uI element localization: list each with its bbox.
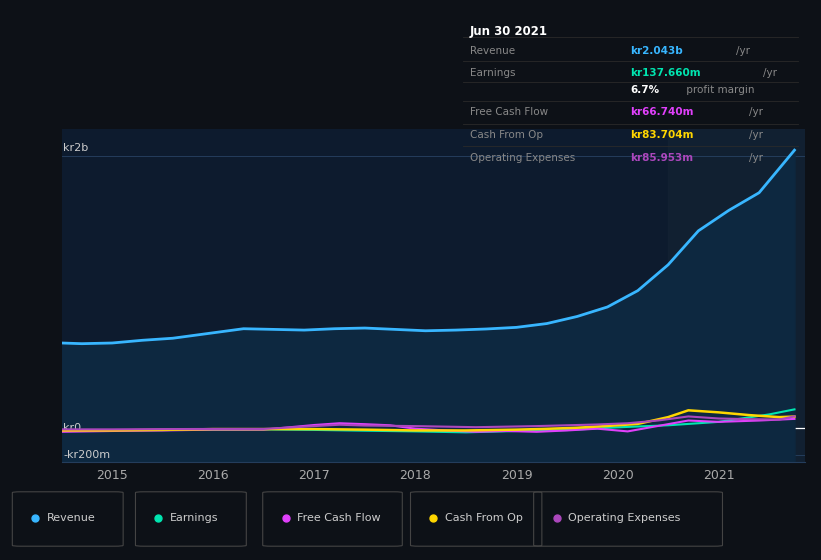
Text: Operating Expenses: Operating Expenses — [470, 153, 575, 163]
Text: Cash From Op: Cash From Op — [445, 513, 523, 523]
Text: profit margin: profit margin — [683, 85, 754, 95]
Text: /yr: /yr — [750, 130, 764, 140]
Text: Earnings: Earnings — [170, 513, 218, 523]
Text: kr83.704m: kr83.704m — [631, 130, 694, 140]
Text: Revenue: Revenue — [47, 513, 95, 523]
Text: /yr: /yr — [736, 45, 750, 55]
Text: -kr200m: -kr200m — [63, 450, 110, 460]
Text: /yr: /yr — [763, 68, 777, 78]
Text: /yr: /yr — [750, 108, 764, 117]
Text: kr0: kr0 — [63, 423, 81, 433]
Text: Earnings: Earnings — [470, 68, 515, 78]
Text: Free Cash Flow: Free Cash Flow — [470, 108, 548, 117]
Text: kr2b: kr2b — [63, 143, 89, 153]
Text: 6.7%: 6.7% — [631, 85, 659, 95]
Text: kr85.953m: kr85.953m — [631, 153, 693, 163]
Text: /yr: /yr — [750, 153, 764, 163]
Text: Revenue: Revenue — [470, 45, 515, 55]
Text: Free Cash Flow: Free Cash Flow — [297, 513, 381, 523]
Text: Operating Expenses: Operating Expenses — [568, 513, 681, 523]
Text: Jun 30 2021: Jun 30 2021 — [470, 25, 548, 38]
Text: kr2.043b: kr2.043b — [631, 45, 683, 55]
Bar — [668, 129, 805, 462]
Text: Cash From Op: Cash From Op — [470, 130, 543, 140]
Text: kr66.740m: kr66.740m — [631, 108, 694, 117]
Text: kr137.660m: kr137.660m — [631, 68, 701, 78]
